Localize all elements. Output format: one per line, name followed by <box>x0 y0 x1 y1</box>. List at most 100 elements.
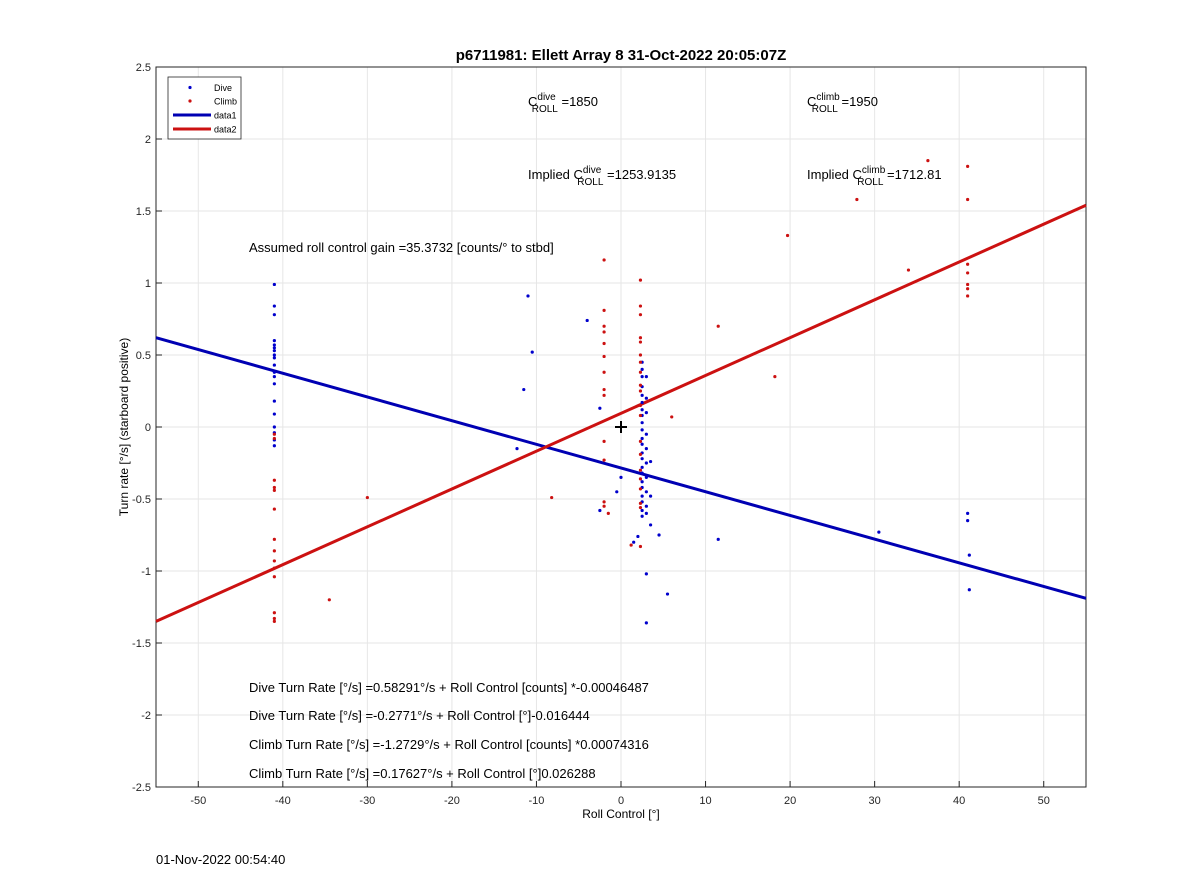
x-tick-label: -40 <box>275 795 291 807</box>
climb-point <box>272 616 276 621</box>
dive-point <box>272 444 276 448</box>
y-tick-label: 1 <box>145 278 151 290</box>
dive-point <box>640 408 644 412</box>
climb-point <box>602 324 606 328</box>
climb-point <box>716 324 720 328</box>
climb-point <box>602 354 606 359</box>
climb-point <box>272 549 276 553</box>
dive-point <box>716 537 720 541</box>
dive-point <box>526 294 530 298</box>
dive-point <box>640 514 644 518</box>
climb-point <box>670 415 674 419</box>
climb-point <box>272 432 276 436</box>
x-tick-label: -20 <box>444 795 460 807</box>
dive-point <box>640 465 644 469</box>
legend-data2-label: data2 <box>214 125 237 135</box>
dive-point <box>640 367 644 371</box>
climb-point <box>272 619 276 624</box>
climb-point <box>272 575 276 579</box>
dive-point <box>272 399 276 403</box>
fit-line-data2 <box>155 203 1087 623</box>
dive-point <box>598 406 602 410</box>
y-tick-label: 2 <box>145 134 151 146</box>
data-layer <box>155 159 1087 625</box>
dive-point <box>640 393 644 397</box>
dive-point <box>530 350 534 354</box>
climb-point <box>272 507 276 511</box>
y-tick-label: -1.5 <box>132 638 151 650</box>
dive-point <box>615 490 619 494</box>
x-tick-label: 40 <box>953 795 965 807</box>
dive-point <box>272 343 276 347</box>
climb-point <box>785 233 790 238</box>
dive-point <box>648 494 653 498</box>
dive-point <box>272 382 276 386</box>
dive-point <box>272 363 276 367</box>
y-tick-label: -2.5 <box>132 782 151 794</box>
dive-point <box>640 508 644 513</box>
dive-point <box>640 457 644 461</box>
dive-point <box>585 318 589 323</box>
climb-point <box>638 304 643 308</box>
dive-point <box>644 396 648 400</box>
climb-point <box>638 468 643 472</box>
dive-point <box>272 370 276 374</box>
dive-point <box>272 304 276 308</box>
dive-point <box>967 553 971 557</box>
dive-point <box>272 412 276 416</box>
dive-point <box>272 346 276 350</box>
climb-point <box>602 439 606 443</box>
climb-point <box>272 436 276 441</box>
climb-point <box>602 504 606 508</box>
climb-point <box>966 282 970 287</box>
dive-point <box>644 475 648 479</box>
y-tick-label: 1.5 <box>136 206 151 218</box>
dive-point <box>644 621 648 625</box>
climb-point <box>638 403 643 407</box>
dive-point <box>640 494 644 498</box>
dive-equation-degrees: Dive Turn Rate [°/s] =-0.2771°/s + Roll … <box>249 708 590 723</box>
dive-point <box>640 442 644 446</box>
climb-point <box>773 375 777 379</box>
climb-point <box>602 458 606 462</box>
climb-point <box>272 478 276 482</box>
climb-point <box>638 477 643 481</box>
climb-point <box>602 308 606 312</box>
dive-point <box>640 375 644 379</box>
dive-point <box>640 428 644 432</box>
climb-point <box>966 197 970 202</box>
dive-point <box>632 540 636 544</box>
climb-point <box>272 537 276 541</box>
x-tick-label: 50 <box>1038 795 1050 807</box>
climb-point <box>638 370 643 374</box>
climb-point <box>638 313 643 317</box>
x-axis-label: Roll Control [°] <box>582 807 660 821</box>
dive-point <box>636 534 640 539</box>
dive-point <box>644 432 648 436</box>
dive-point <box>644 447 648 451</box>
x-tick-label: 20 <box>784 795 796 807</box>
dive-point <box>967 588 971 592</box>
climb-point <box>602 258 606 262</box>
x-tick-label: 10 <box>699 795 711 807</box>
dive-point <box>966 511 970 515</box>
legend-dive-label: Dive <box>214 83 232 93</box>
y-tick-label: 0.5 <box>136 350 151 362</box>
climb-point <box>966 294 970 298</box>
climb-point <box>926 159 930 163</box>
climb-point <box>638 413 643 418</box>
x-tick-label: -30 <box>359 795 375 807</box>
export-timestamp: 01-Nov-2022 00:54:40 <box>156 852 286 867</box>
climb-point <box>638 487 643 491</box>
dive-point <box>644 461 648 465</box>
legend-climb-marker <box>188 99 192 103</box>
dive-point <box>648 523 653 527</box>
implied-c-roll-climb-annotation: Implied Cclimb ROLL =1712.81 <box>807 165 942 188</box>
dive-point <box>272 313 276 317</box>
climb-point <box>638 383 643 387</box>
dive-point <box>272 425 276 429</box>
dive-point <box>640 471 644 475</box>
climb-point <box>966 262 970 266</box>
climb-point <box>638 452 643 456</box>
x-tick-label: 0 <box>618 795 624 807</box>
